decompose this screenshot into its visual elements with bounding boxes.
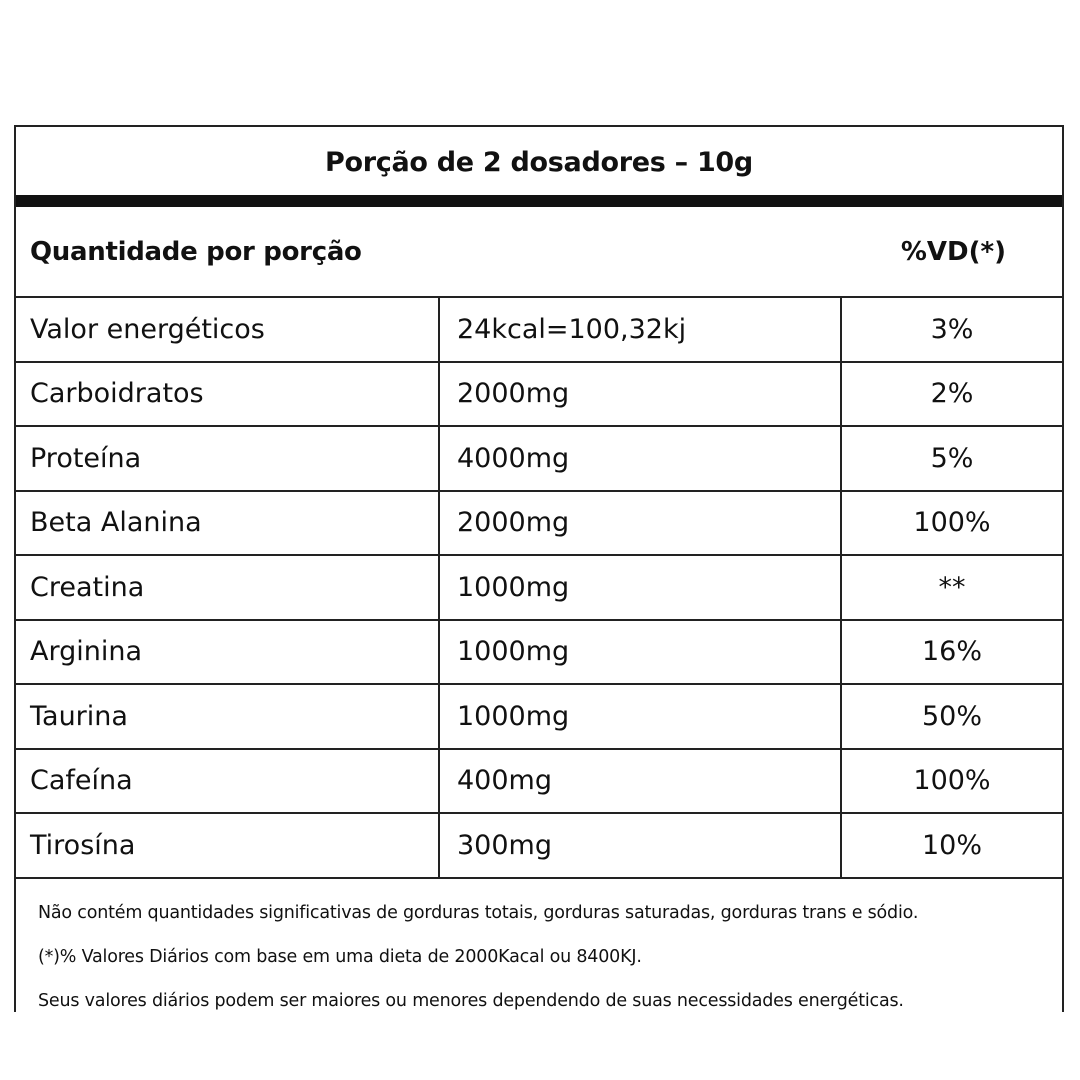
quantity-per-serving-header: Quantidade por porção — [30, 236, 362, 267]
nutrient-amount: 4000mg — [440, 427, 842, 490]
nutrient-amount: 2000mg — [440, 491, 842, 554]
table-header: Quantidade por porção %VD(*) — [16, 207, 1062, 298]
nutrient-amount: 1000mg — [440, 620, 842, 683]
nutrient-daily-value: 100% — [913, 765, 991, 797]
nutrient-daily-value: 100% — [913, 507, 991, 539]
nutrient-amount: 300mg — [440, 814, 842, 877]
nutrient-daily-value: 3% — [930, 313, 974, 345]
nutrient-name: Arginina — [16, 620, 440, 683]
nutrient-daily-value: ** — [938, 571, 966, 603]
nutrient-amount: 24kcal=100,32kj — [440, 298, 842, 361]
nutrient-amount: 2000mg — [440, 362, 842, 425]
table-row: Beta Alanina 2000mg 100% — [16, 491, 1062, 556]
footnote-daily-values-basis: (*)% Valores Diários com base em uma die… — [38, 947, 642, 967]
footnotes: Não contém quantidades significativas de… — [38, 902, 1048, 1015]
table-row: Valor energéticos 24kcal=100,32kj 3% — [16, 298, 1062, 363]
nutrient-amount: 400mg — [440, 749, 842, 812]
nutrient-amount: 1000mg — [440, 685, 842, 748]
nutrient-name: Tirosína — [16, 814, 440, 877]
nutrient-name: Valor energéticos — [16, 298, 440, 361]
nutrient-name: Carboidratos — [16, 362, 440, 425]
table-row: Arginina 1000mg 16% — [16, 620, 1062, 685]
nutrient-name: Creatina — [16, 556, 440, 619]
image-crop-edge — [0, 1012, 1080, 1080]
serving-size-title: Porção de 2 dosadores – 10g — [325, 146, 753, 178]
daily-value-header: %VD(*) — [900, 236, 1006, 267]
nutrient-daily-value: 2% — [930, 378, 974, 410]
table-row: Carboidratos 2000mg 2% — [16, 362, 1062, 427]
nutrient-amount: 1000mg — [440, 556, 842, 619]
footnote-not-significant: Não contém quantidades significativas de… — [38, 903, 919, 923]
table-row: Creatina 1000mg ** — [16, 556, 1062, 621]
nutrient-daily-value: 10% — [921, 829, 982, 861]
table-row: Tirosína 300mg 10% — [16, 814, 1062, 879]
nutrient-name: Taurina — [16, 685, 440, 748]
table-row: Cafeína 400mg 100% — [16, 749, 1062, 814]
nutrient-name: Beta Alanina — [16, 491, 440, 554]
nutrient-name: Cafeína — [16, 749, 440, 812]
table-row: Taurina 1000mg 50% — [16, 685, 1062, 750]
footnote-values-may-vary: Seus valores diários podem ser maiores o… — [38, 991, 904, 1011]
nutrient-daily-value: 50% — [921, 700, 982, 732]
nutrient-name: Proteína — [16, 427, 440, 490]
nutrient-rows: Valor energéticos 24kcal=100,32kj 3% Car… — [16, 298, 1062, 879]
nutrition-facts-table: Porção de 2 dosadores – 10g Quantidade p… — [14, 125, 1064, 1015]
thick-divider — [16, 195, 1062, 207]
nutrient-daily-value: 5% — [930, 442, 974, 474]
nutrient-daily-value: 16% — [921, 636, 982, 668]
table-row: Proteína 4000mg 5% — [16, 427, 1062, 492]
